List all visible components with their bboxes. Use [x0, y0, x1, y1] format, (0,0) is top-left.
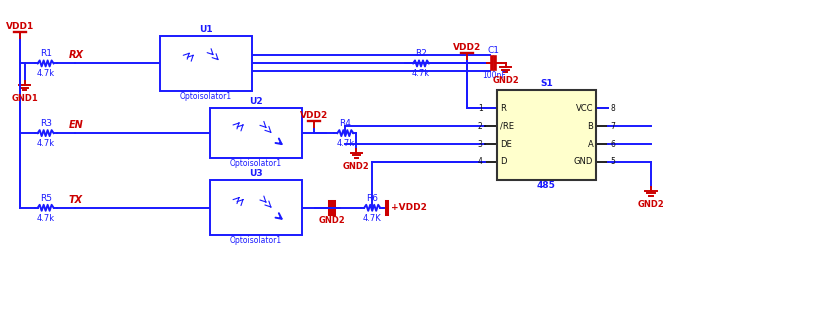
Text: 6: 6 [610, 140, 615, 149]
Text: 4.7K: 4.7K [363, 214, 381, 223]
Text: C1: C1 [488, 46, 499, 55]
Text: R6: R6 [366, 194, 378, 203]
Text: U1: U1 [199, 25, 213, 34]
Polygon shape [226, 200, 242, 216]
Text: 2: 2 [478, 122, 483, 131]
Text: 5: 5 [610, 157, 615, 167]
Text: GND2: GND2 [492, 76, 519, 85]
Text: VCC: VCC [576, 104, 593, 113]
Text: GND2: GND2 [319, 216, 346, 225]
Text: U3: U3 [249, 169, 262, 178]
Polygon shape [226, 125, 242, 141]
Text: D: D [499, 157, 506, 167]
Text: 8: 8 [610, 104, 615, 113]
Text: A: A [587, 140, 593, 149]
Text: Optoisolator1: Optoisolator1 [180, 92, 232, 101]
Polygon shape [220, 55, 235, 71]
Text: TX: TX [69, 195, 83, 205]
Text: GND2: GND2 [343, 162, 370, 171]
Text: 4.7k: 4.7k [336, 139, 354, 148]
Text: VDD2: VDD2 [300, 111, 328, 120]
Text: Optoisolator1: Optoisolator1 [230, 159, 282, 168]
Text: R4: R4 [339, 119, 351, 128]
Text: +VDD2: +VDD2 [391, 203, 427, 212]
Text: GND: GND [574, 157, 593, 167]
Bar [210, 108, 302, 158]
Text: B: B [587, 122, 593, 131]
Text: R2: R2 [415, 49, 427, 59]
Text: 1: 1 [478, 104, 483, 113]
Text: RX: RX [69, 51, 84, 60]
Text: 4: 4 [478, 157, 483, 167]
Text: 485: 485 [537, 181, 556, 190]
Text: R: R [499, 104, 505, 113]
Text: EN: EN [69, 120, 83, 130]
Bar [210, 180, 302, 235]
Text: Optoisolator1: Optoisolator1 [230, 236, 282, 245]
Text: 4.7k: 4.7k [412, 69, 430, 79]
Text: VDD1: VDD1 [6, 22, 34, 31]
Text: DE: DE [499, 140, 511, 149]
Text: 3: 3 [478, 140, 483, 149]
Text: R3: R3 [39, 119, 52, 128]
Text: U2: U2 [249, 97, 262, 106]
Text: GND2: GND2 [638, 200, 665, 209]
Text: R5: R5 [39, 194, 52, 203]
Text: 4.7k: 4.7k [37, 139, 54, 148]
Text: R1: R1 [39, 49, 52, 59]
Text: 4.7k: 4.7k [37, 69, 54, 79]
Text: /RE: /RE [499, 122, 514, 131]
Text: VDD2: VDD2 [453, 44, 481, 52]
Bar [497, 90, 596, 180]
Text: 4.7k: 4.7k [37, 214, 54, 223]
Text: GND1: GND1 [12, 94, 38, 103]
Bar [160, 36, 251, 91]
Text: 7: 7 [610, 122, 615, 131]
Text: 100nF: 100nF [482, 71, 505, 80]
Text: S1: S1 [540, 79, 553, 88]
Polygon shape [176, 55, 192, 71]
